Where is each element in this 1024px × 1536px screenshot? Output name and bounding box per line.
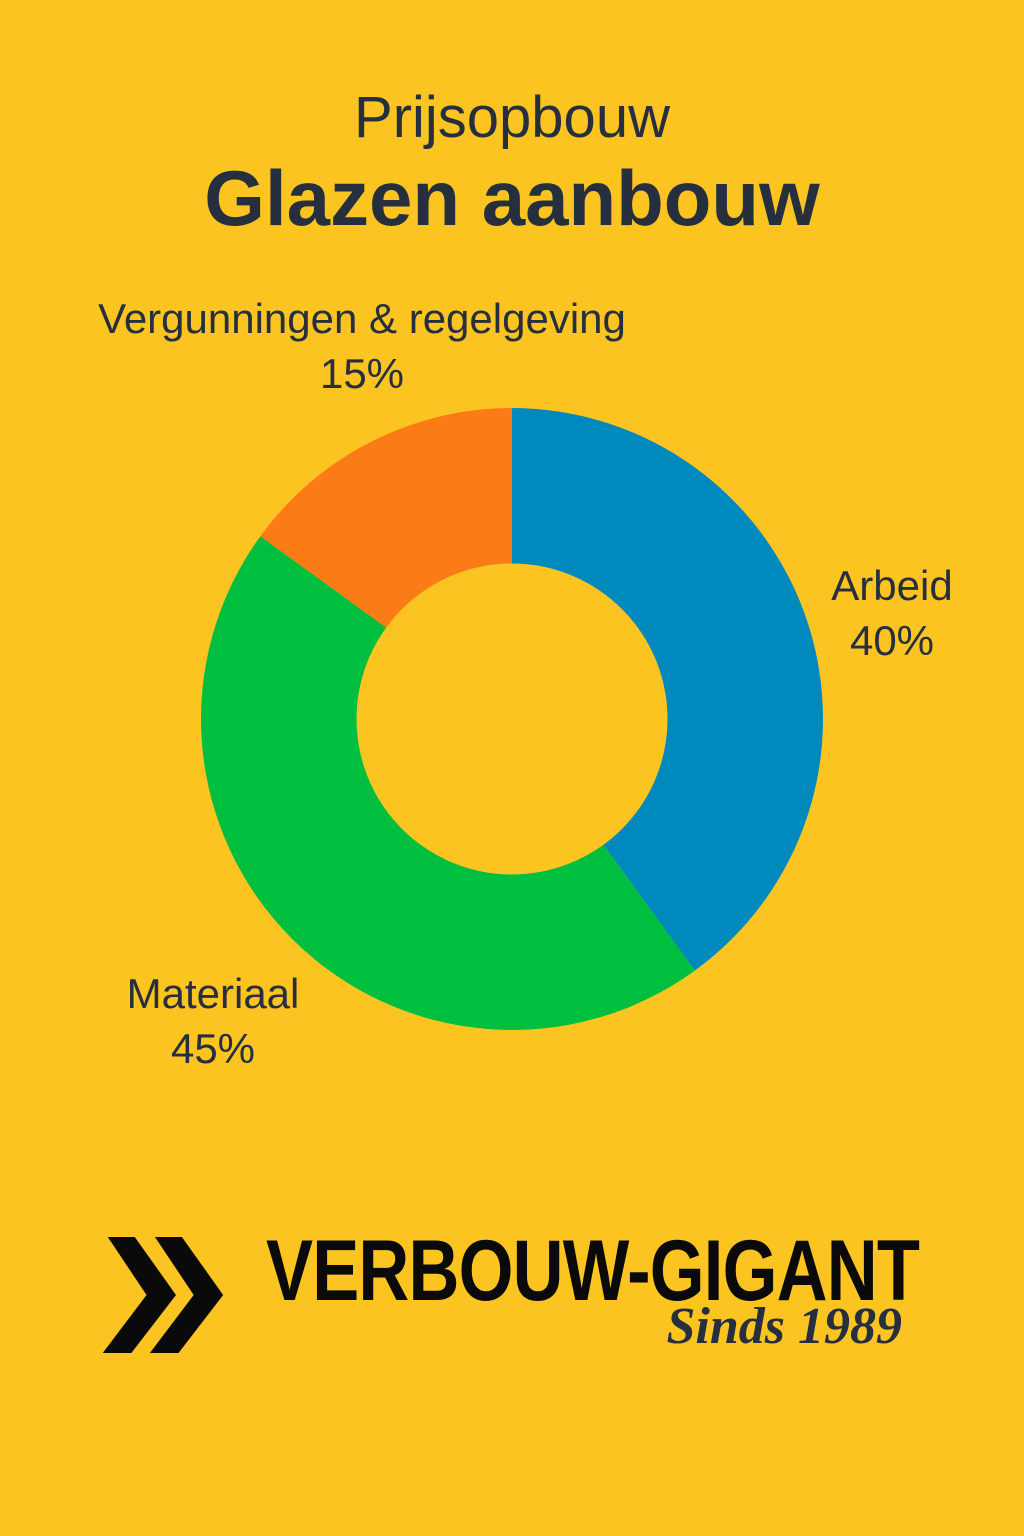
chart-label-arbeid-name: Arbeid bbox=[831, 562, 953, 609]
page-title: Glazen aanbouw bbox=[204, 154, 820, 242]
donut-slice-arbeid bbox=[512, 408, 823, 971]
chart-label-arbeid: Arbeid 40% bbox=[831, 558, 952, 669]
chart-label-arbeid-pct: 40% bbox=[849, 617, 935, 665]
chart-label-vergunningen: Vergunningen & regelgeving 15% bbox=[98, 291, 626, 402]
donut-slice-vergunningen-regelgeving bbox=[260, 408, 512, 628]
donut-slice-materiaal bbox=[201, 536, 695, 1030]
chart-label-vergunningen-name: Vergunningen & regelgeving bbox=[98, 295, 626, 342]
chart-label-vergunningen-pct: 15% bbox=[319, 350, 405, 398]
brand-tagline: Sinds 1989 bbox=[666, 1298, 902, 1355]
chevron-right-icon bbox=[149, 1237, 224, 1353]
page-subtitle: Prijsopbouw bbox=[354, 85, 670, 150]
chart-label-materiaal-name: Materiaal bbox=[126, 970, 300, 1017]
chart-label-materiaal: Materiaal 45% bbox=[127, 966, 300, 1077]
double-chevron-icon bbox=[102, 1237, 224, 1353]
donut-chart bbox=[201, 408, 823, 1030]
brand-wordmark: VERBOUW-GIGANT bbox=[266, 1223, 920, 1319]
chevron-left-icon bbox=[102, 1237, 176, 1353]
chart-label-materiaal-pct: 45% bbox=[170, 1025, 256, 1073]
